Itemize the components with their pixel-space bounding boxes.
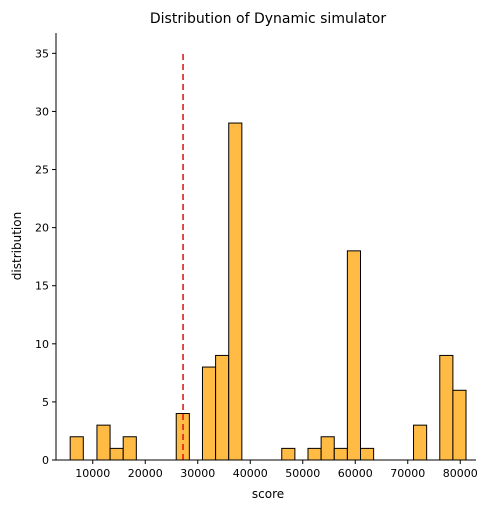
y-tick-label: 0 — [42, 454, 49, 467]
x-tick-label: 70000 — [390, 467, 425, 480]
histogram-bar — [109, 447, 124, 461]
y-tick-label: 10 — [35, 338, 49, 351]
y-tick-label: 30 — [35, 105, 49, 118]
x-ticks: 10000 20000 30000 40000 50000 60000 70000 80000 — [75, 460, 478, 480]
histogram-bar — [320, 436, 335, 461]
x-tick-label: 80000 — [443, 467, 478, 480]
histogram-bar — [201, 366, 217, 461]
histogram-bar — [69, 436, 84, 461]
y-tick-label: 20 — [35, 222, 49, 235]
histogram-bar — [333, 447, 348, 461]
x-tick-label: 60000 — [338, 467, 373, 480]
y-ticks: 0 5 10 15 20 25 30 35 — [35, 47, 56, 467]
histogram-bar — [122, 436, 137, 461]
y-tick-label: 25 — [35, 164, 49, 177]
chart-title: Distribution of Dynamic simulator — [150, 11, 386, 27]
histogram-bar — [439, 354, 454, 461]
y-tick-label: 35 — [35, 47, 49, 60]
x-tick-label: 40000 — [233, 467, 268, 480]
x-tick-label: 20000 — [128, 467, 163, 480]
histogram-bar — [360, 447, 375, 461]
bars-group — [69, 122, 467, 461]
y-tick-label: 15 — [35, 280, 49, 293]
histogram-bar — [346, 250, 361, 461]
histogram-bar — [96, 424, 111, 461]
histogram-bar — [413, 424, 428, 461]
histogram-bar — [215, 354, 230, 461]
y-tick-label: 5 — [42, 396, 49, 409]
x-tick-label: 10000 — [75, 467, 110, 480]
histogram-bar — [307, 447, 322, 461]
x-tick-label: 30000 — [180, 467, 215, 480]
y-axis-label: distribution — [10, 212, 24, 280]
x-tick-label: 50000 — [285, 467, 320, 480]
x-axis-label: score — [252, 487, 284, 501]
histogram-bar — [452, 389, 467, 461]
histogram-bar — [228, 122, 243, 461]
histogram-bar — [281, 447, 296, 461]
